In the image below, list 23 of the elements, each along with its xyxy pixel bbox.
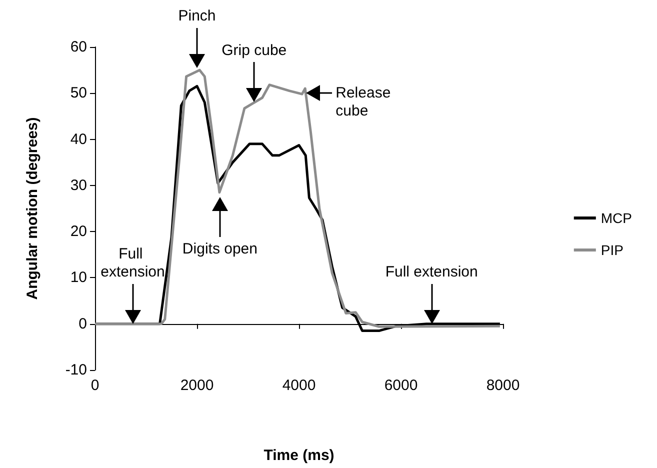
y-tick-label: 40: [70, 130, 87, 148]
x-tick-label: 6000: [384, 377, 418, 394]
annotation: Release cube: [336, 84, 395, 120]
annotation: Digits open: [182, 240, 258, 258]
x-tick-label: 2000: [180, 377, 214, 394]
legend-label: MCP: [600, 210, 632, 226]
annotation: Grip cube: [222, 42, 287, 59]
y-tick-label: 50: [70, 84, 87, 102]
y-tick-label: 0: [78, 315, 87, 332]
annotation: Pinch: [178, 7, 216, 24]
x-tick-label: 4000: [282, 377, 316, 394]
x-axis-title: Time (ms): [264, 447, 334, 464]
y-tick-label: 20: [70, 223, 87, 240]
y-tick-label: 60: [70, 38, 87, 56]
x-tick-label: 8000: [486, 377, 520, 394]
y-axis-title: Angular motion (degrees): [24, 117, 41, 300]
x-tick-label: 0: [90, 377, 100, 394]
y-tick-label: -10: [65, 362, 87, 378]
annotation: Full extension: [385, 263, 478, 280]
y-tick-label: 30: [70, 176, 87, 194]
y-tick-label: 10: [70, 269, 87, 286]
legend-label: PIP: [600, 242, 624, 258]
annotation: Full extension: [100, 245, 165, 280]
